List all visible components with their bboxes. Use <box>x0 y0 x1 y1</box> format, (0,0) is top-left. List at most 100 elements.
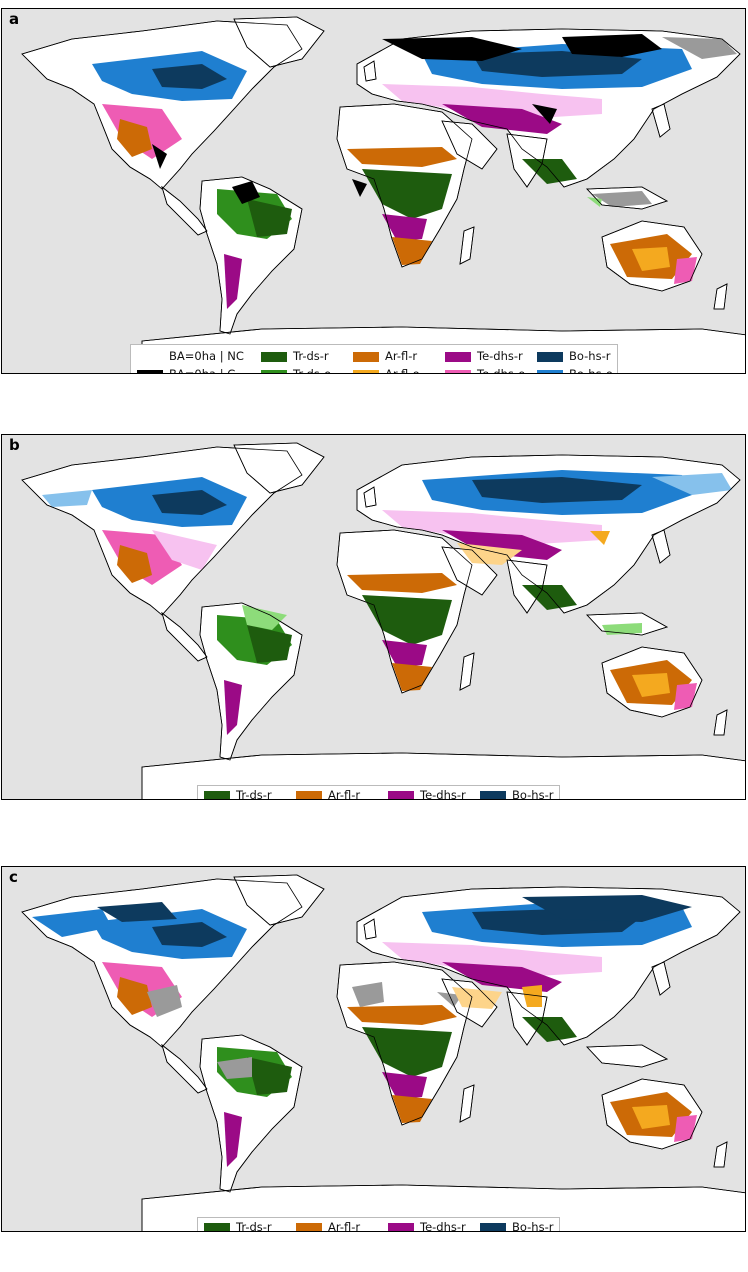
legend-item: Ar-fl-r <box>296 788 360 799</box>
legend-label: Te-dhs-r <box>420 788 466 800</box>
country-outlines <box>21 442 745 799</box>
pyrome-region-tr-ds-i <box>587 197 602 207</box>
legend-swatch <box>353 351 379 362</box>
pyrome-region-ba_nc <box>592 191 652 207</box>
pyrome-region-ar-fl-i <box>457 543 522 565</box>
country-outlines <box>21 16 745 373</box>
pyrome-region-te-dhs-r <box>382 214 427 241</box>
pyrome-region-c <box>352 179 367 197</box>
pyrome-region-bo-hs-r <box>472 51 642 77</box>
legend-label: Ar-fl-r <box>328 1220 361 1232</box>
legend-swatch <box>204 1222 230 1231</box>
pyrome-region-tr-ds-r <box>362 595 452 645</box>
legend-swatch <box>480 790 506 799</box>
pyrome-region-c <box>562 34 662 57</box>
world-map-b <box>2 435 745 799</box>
legend-swatch <box>296 1222 322 1231</box>
legend-item: Bo-hs-r <box>480 788 554 800</box>
legend-item: Tr-ds-o <box>261 367 332 374</box>
pyrome-region-ar-fl-r <box>117 977 152 1015</box>
pyrome-region-te-dhs-r <box>442 104 562 134</box>
legend-label: Te-dhs-r <box>477 349 523 363</box>
legend-label: Bo-hs-o <box>569 367 613 374</box>
pyrome-region-te-dhs-r <box>224 680 242 735</box>
pyrome-region-ar-fl-r <box>347 147 457 167</box>
pyrome-region-tr-ds-r <box>247 625 292 663</box>
legend-label: Tr-ds-r <box>236 1220 272 1232</box>
legend-swatch <box>445 369 471 373</box>
legend-item: Bo-hs-r <box>537 349 610 364</box>
pyrome-region-tr-ds-r <box>247 199 292 237</box>
legend-swatch <box>537 369 563 373</box>
pyrome-region-te-dhs-i <box>152 530 217 570</box>
legend-c: Tr-ds-rTr-ds-oTr-ds-iAr-fl-rAr-fl-oAr-fl… <box>197 1217 560 1232</box>
pyrome-region-c <box>532 104 557 124</box>
legend-swatch <box>388 790 414 799</box>
world-map-c <box>2 867 745 1231</box>
legend-label: Ar-fl-r <box>385 349 418 363</box>
legend-item: Te-dhs-r <box>388 788 466 800</box>
legend-item: Tr-ds-r <box>261 349 329 364</box>
pyrome-region-ba_nc <box>352 982 384 1007</box>
legend-label: Tr-ds-o <box>293 367 332 374</box>
world-map-a <box>2 9 745 373</box>
legend-item-extra: BA=0ha | NC <box>137 349 244 364</box>
pyrome-region-bo-hs-r <box>152 490 227 515</box>
pyrome-region-bo-hs-r <box>522 895 692 922</box>
legend-swatch <box>388 1222 414 1231</box>
legend-swatch <box>480 1222 506 1231</box>
pyrome-region-ar-fl-r <box>347 1005 457 1025</box>
pyrome-region-c <box>152 144 167 169</box>
panel-label-b: b <box>9 436 20 454</box>
legend-item: Tr-ds-r <box>204 1220 272 1232</box>
country-outlines <box>21 874 745 1231</box>
pyrome-region-c <box>382 37 522 61</box>
pyrome-region-ar-fl-r <box>392 1095 432 1123</box>
legend-swatch <box>137 351 163 362</box>
pyrome-region-te-dhs-r <box>382 640 427 667</box>
pyrome-region-ba_nc <box>437 992 462 1007</box>
legend-item-extra: BA=0ha | C <box>137 367 236 374</box>
pyrome-region-ar-fl-o <box>632 1105 670 1129</box>
pyrome-region-ar-fl-r <box>117 119 152 157</box>
pyrome-region-tr-ds-i <box>242 605 287 630</box>
pyrome-region-te-dhs-r <box>442 962 562 992</box>
legend-swatch <box>261 351 287 362</box>
pyrome-region-te-dhs-i <box>382 510 602 545</box>
pyrome-region-ba_nc <box>662 37 737 59</box>
pyrome-region-ar-fl-o <box>590 531 610 545</box>
legend-label: Tr-ds-r <box>293 349 329 363</box>
legend-label: Bo-hs-r <box>512 788 554 800</box>
pyrome-region-tr-ds-r <box>362 169 452 219</box>
pyrome-region-ar-fl-r <box>347 573 457 593</box>
legend-item: Ar-fl-r <box>296 1220 361 1232</box>
pyrome-region-tr-ds-r <box>522 1017 577 1042</box>
legend-label: Bo-hs-r <box>512 1220 554 1232</box>
legend-item: Te-dhs-o <box>445 367 525 373</box>
legend-swatch <box>445 351 471 362</box>
legend-swatch <box>204 790 230 799</box>
legend-item: Bo-hs-r <box>480 1220 554 1232</box>
pyrome-region-bo-hs-o <box>32 909 112 937</box>
legend-item: Ar-fl-r <box>353 349 417 364</box>
legend-item: Tr-ds-r <box>204 788 272 799</box>
pyrome-region-c <box>232 181 260 204</box>
legend-b: Tr-ds-rTr-ds-oTr-ds-iAr-fl-rAr-fl-oAr-fl… <box>197 785 560 800</box>
pyrome-region-ar-fl-o <box>522 985 542 1007</box>
legend-item: Te-dhs-r <box>388 1220 466 1232</box>
pyrome-region-te-dhs-r <box>224 254 242 309</box>
pyrome-region-te-dhs-r <box>382 1072 427 1099</box>
legend-label: BA=0ha | C <box>169 367 236 374</box>
pyrome-region-bo-hs-i <box>652 473 732 495</box>
legend-swatch <box>353 369 379 373</box>
pyrome-region-te-dhs-r <box>442 530 562 560</box>
legend-swatch <box>261 369 287 373</box>
legend-item: Te-dhs-r <box>445 349 523 364</box>
pyrome-region-ar-fl-o <box>632 673 670 697</box>
pyrome-region-tr-ds-r <box>362 1027 452 1077</box>
legend-label: Te-dhs-r <box>420 1220 466 1232</box>
map-panel-c: c Tr-ds-rTr-ds-oTr-ds-iAr-fl-rAr-fl-oAr-… <box>1 866 746 1232</box>
panel-label-a: a <box>9 10 20 28</box>
pyrome-region-tr-ds-r <box>522 159 577 184</box>
